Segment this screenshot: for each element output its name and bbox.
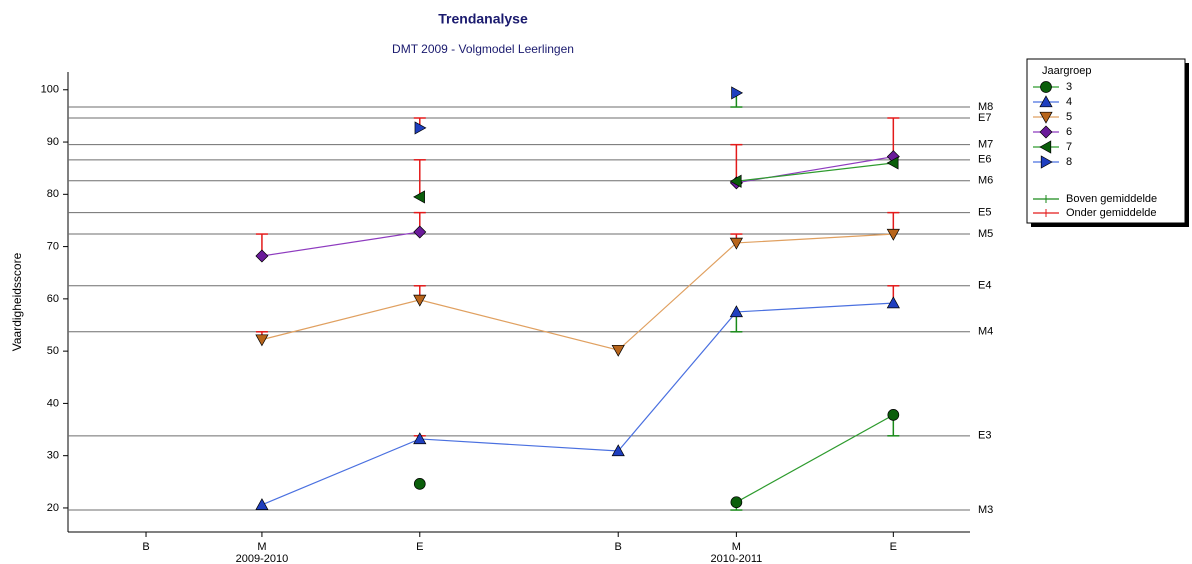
y-tick-label: 100 xyxy=(41,84,59,96)
series-line xyxy=(736,162,894,182)
data-point xyxy=(729,237,743,250)
y-axis-label: Vaardigheidsscore xyxy=(10,252,24,351)
y-tick-label: 50 xyxy=(47,345,59,357)
series-line xyxy=(261,233,894,351)
data-point xyxy=(886,228,900,241)
data-point xyxy=(730,496,743,509)
reference-label: E3 xyxy=(978,430,991,442)
chart-title: Trendanalyse xyxy=(438,11,528,27)
legend-title: Jaargroep xyxy=(1042,65,1092,77)
legend-box xyxy=(1026,58,1186,224)
reference-label: M5 xyxy=(978,228,993,240)
data-point xyxy=(413,294,427,307)
x-tick-label: B xyxy=(615,541,622,553)
data-point xyxy=(413,225,427,239)
y-tick-label: 90 xyxy=(47,136,59,148)
data-point xyxy=(887,409,900,421)
legend-marker xyxy=(1039,140,1052,154)
data-point xyxy=(413,190,425,204)
data-point xyxy=(413,478,426,490)
series-line xyxy=(736,414,894,503)
x-tick-label: M xyxy=(732,541,741,553)
y-tick-label: 80 xyxy=(47,188,59,200)
data-point xyxy=(611,444,625,457)
data-point xyxy=(729,305,743,318)
y-tick-label: 20 xyxy=(47,502,59,514)
legend-label: 3 xyxy=(1066,81,1072,93)
data-point xyxy=(255,249,269,263)
data-point xyxy=(611,344,625,357)
reference-label: E4 xyxy=(978,280,991,292)
x-tick-label: M xyxy=(257,541,266,553)
data-point xyxy=(886,296,900,309)
x-tick-label: E xyxy=(416,541,423,553)
x-tick-label: B xyxy=(142,541,149,553)
data-point xyxy=(731,86,744,100)
reference-label: M3 xyxy=(978,504,993,516)
reference-label: E7 xyxy=(978,112,991,124)
data-point xyxy=(414,121,427,135)
reference-label: M4 xyxy=(978,326,993,338)
legend-label: Onder gemiddelde xyxy=(1066,207,1157,219)
chart-subtitle: DMT 2009 - Volgmodel Leerlingen xyxy=(392,42,574,56)
data-point xyxy=(255,498,269,510)
reference-label: E5 xyxy=(978,207,991,219)
legend-marker xyxy=(1039,125,1053,139)
legend-marker xyxy=(1040,155,1053,169)
reference-label: M8 xyxy=(978,101,993,113)
y-tick-label: 70 xyxy=(47,240,59,252)
legend-marker xyxy=(1039,95,1053,108)
x-group-label: 2010-2011 xyxy=(710,553,762,564)
data-point xyxy=(729,174,742,188)
legend-label: 5 xyxy=(1066,111,1072,123)
legend-label: 8 xyxy=(1066,156,1072,168)
reference-label: M7 xyxy=(978,139,993,151)
y-tick-label: 60 xyxy=(47,293,59,305)
x-tick-label: E xyxy=(890,541,897,553)
legend-marker xyxy=(1039,111,1053,124)
reference-label: M6 xyxy=(978,175,993,187)
series-line xyxy=(261,302,894,506)
y-tick-label: 40 xyxy=(47,397,59,409)
x-group-label: 2009-2010 xyxy=(236,553,289,564)
legend-label: 4 xyxy=(1066,96,1072,108)
reference-label: E6 xyxy=(978,154,991,166)
series-line xyxy=(261,156,894,257)
legend-label: 7 xyxy=(1066,141,1072,153)
data-point xyxy=(255,334,269,347)
data-point xyxy=(413,432,427,445)
legend-label: 6 xyxy=(1066,126,1072,138)
legend-marker xyxy=(1040,81,1052,93)
legend-label: Boven gemiddelde xyxy=(1066,193,1157,205)
data-point xyxy=(886,156,899,170)
y-tick-label: 30 xyxy=(47,450,59,462)
